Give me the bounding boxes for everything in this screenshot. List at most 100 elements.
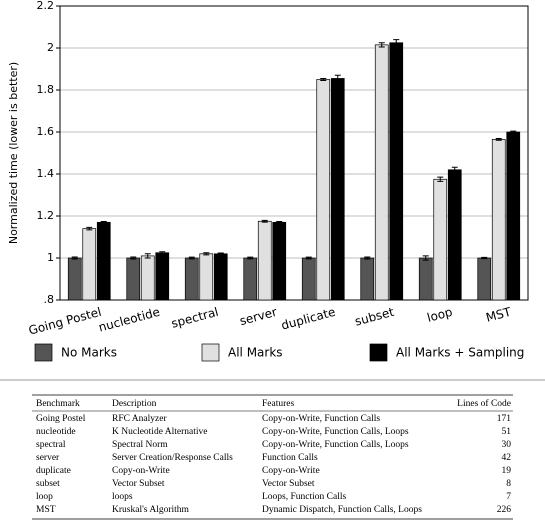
bar bbox=[491, 139, 506, 301]
x-tick-label: server bbox=[238, 305, 278, 328]
bar bbox=[433, 178, 448, 301]
table-cell: loops bbox=[112, 492, 133, 502]
error-bar bbox=[378, 42, 385, 48]
y-tick-label: 2 bbox=[47, 41, 54, 54]
bar bbox=[184, 257, 199, 301]
bar bbox=[96, 221, 111, 301]
bar bbox=[301, 257, 316, 301]
x-tick-label: subset bbox=[353, 305, 395, 329]
table-cell: 7 bbox=[506, 492, 511, 502]
x-tick-label: MST bbox=[484, 305, 513, 325]
error-bar bbox=[320, 77, 327, 82]
table-cell: Server Creation/Response Calls bbox=[112, 453, 233, 463]
error-bar bbox=[422, 255, 429, 261]
table-cell: Kruskal's Algorithm bbox=[112, 505, 190, 515]
error-bar bbox=[276, 220, 283, 224]
table-cell: Spectral Norm bbox=[112, 440, 168, 450]
table-cell: Vector Subset bbox=[262, 479, 315, 489]
table: Benchmark Description Features Lines of Cod… bbox=[32, 394, 513, 520]
bar bbox=[506, 131, 521, 301]
x-tick-label: nucleotide bbox=[97, 305, 161, 335]
error-bar bbox=[86, 226, 93, 231]
error-bar bbox=[510, 130, 517, 134]
error-bar bbox=[247, 256, 254, 260]
error-bar bbox=[188, 256, 195, 260]
y-tick-label: 2.2 bbox=[37, 0, 55, 12]
x-tick-label: duplicate bbox=[280, 305, 337, 333]
table-cell: Copy-on-Write bbox=[112, 466, 170, 476]
y-tick-label: 1.6 bbox=[37, 125, 55, 138]
y-tick-label: 1.2 bbox=[37, 209, 55, 222]
error-bar bbox=[305, 256, 312, 260]
table-cell: K Nucleotide Alternative bbox=[112, 427, 208, 437]
table-cell: MST bbox=[36, 505, 56, 515]
table-cell: 42 bbox=[502, 453, 512, 463]
error-bar bbox=[495, 138, 502, 141]
error-bar bbox=[364, 256, 371, 260]
table-cell: duplicate bbox=[36, 466, 71, 476]
bar bbox=[374, 44, 389, 301]
bar bbox=[272, 221, 287, 301]
y-tick-label: .8 bbox=[44, 293, 55, 306]
error-bar bbox=[437, 176, 444, 182]
y-axis-label: Normalized time (lower is better) bbox=[7, 62, 20, 244]
bar bbox=[360, 257, 375, 301]
bar bbox=[82, 228, 97, 301]
y-tick-label: 1 bbox=[47, 251, 54, 264]
table-cell: Loops, Function Calls bbox=[262, 492, 346, 502]
bar bbox=[316, 79, 331, 301]
x-tick-label: spectral bbox=[170, 305, 220, 331]
legend-label: All Marks + Sampling bbox=[396, 346, 524, 360]
error-bar bbox=[217, 252, 224, 256]
bar bbox=[330, 78, 345, 301]
error-bar bbox=[100, 220, 107, 224]
table-cell: Copy-on-Write bbox=[262, 466, 320, 476]
error-bar bbox=[481, 256, 488, 260]
table-cell: Vector Subset bbox=[112, 479, 165, 489]
error-bar bbox=[393, 39, 400, 47]
error-bar bbox=[451, 166, 458, 173]
table-header: Lines of Code bbox=[457, 398, 511, 409]
table-cell: 30 bbox=[502, 440, 512, 450]
bar bbox=[126, 257, 141, 301]
table-cell: loop bbox=[36, 492, 53, 502]
bar bbox=[140, 255, 155, 301]
bar bbox=[447, 169, 462, 301]
plot-frame bbox=[59, 5, 529, 301]
table-cell: server bbox=[36, 453, 60, 463]
legend-swatch bbox=[34, 343, 53, 362]
table-cell: 8 bbox=[506, 479, 511, 489]
table-cell: Function Calls bbox=[262, 453, 318, 463]
bar bbox=[243, 257, 258, 301]
table-header: Description bbox=[112, 399, 157, 409]
y-tick-label: 1.8 bbox=[37, 83, 55, 96]
bar bbox=[257, 220, 272, 301]
table-cell: Going Postel bbox=[36, 414, 86, 424]
error-bar bbox=[203, 252, 210, 256]
table-cell: 51 bbox=[502, 427, 512, 437]
table-cell: Copy-on-Write, Function Calls, Loops bbox=[262, 440, 409, 450]
table-cell: spectral bbox=[36, 440, 66, 450]
x-tick-label: Going Postel bbox=[27, 305, 103, 338]
bar bbox=[477, 257, 492, 301]
table-cell: Copy-on-Write, Function Calls, Loops bbox=[262, 427, 409, 437]
bar bbox=[389, 42, 404, 301]
table-cell: nucleotide bbox=[36, 427, 76, 437]
error-bar bbox=[144, 253, 151, 259]
bar bbox=[67, 257, 82, 301]
error-bar bbox=[261, 219, 268, 223]
table-cell: 171 bbox=[497, 414, 512, 424]
error-bar bbox=[130, 256, 137, 260]
y-tick-label: 1.4 bbox=[37, 167, 55, 180]
legend-swatch bbox=[369, 343, 388, 362]
table-cell: Dynamic Dispatch, Function Calls, Loops bbox=[262, 505, 422, 515]
bar bbox=[418, 257, 433, 301]
table-cell: 19 bbox=[502, 466, 512, 476]
legend-swatch bbox=[201, 343, 220, 362]
bar bbox=[199, 253, 214, 301]
table-cell: subset bbox=[36, 479, 60, 489]
error-bar bbox=[159, 251, 166, 255]
table-cell: 226 bbox=[497, 505, 512, 515]
legend-label: All Marks bbox=[228, 346, 283, 360]
table-header: Benchmark bbox=[36, 399, 80, 409]
